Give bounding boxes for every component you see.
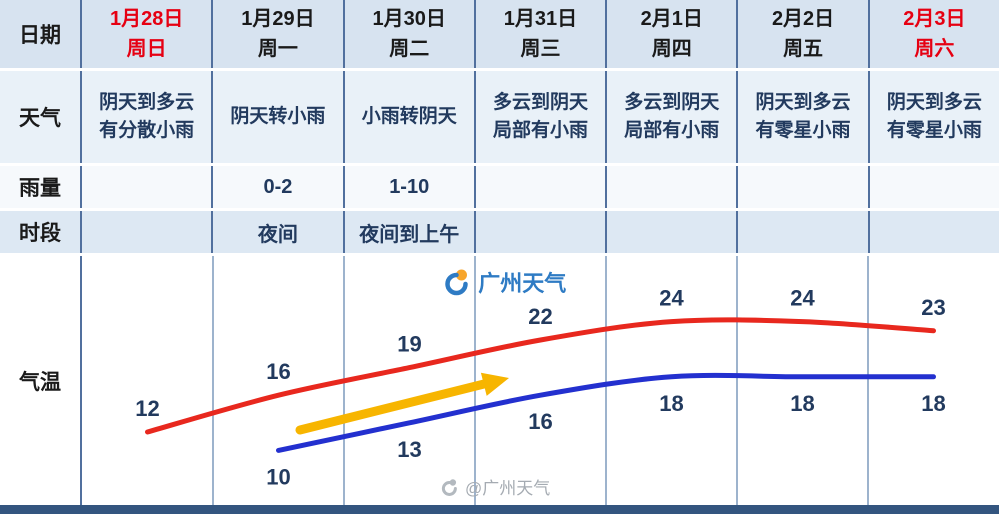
weather-cell: 多云到阴天局部有小雨	[473, 71, 605, 163]
temperature-chart: 12 16 19 22 24 24 23 10 13 16 18 18 18	[135, 256, 946, 505]
date-cell: 2月1日周四	[605, 0, 736, 68]
weather-line-1: 阴天到多云	[886, 92, 982, 114]
svg-text:19: 19	[397, 332, 421, 357]
date-cell: 1月28日周日	[80, 0, 211, 68]
svg-text:18: 18	[921, 391, 945, 416]
svg-text:12: 12	[135, 396, 159, 421]
weekday-text: 周六	[914, 38, 955, 60]
weather-line-2: 局部有小雨	[492, 120, 588, 141]
svg-text:22: 22	[528, 304, 552, 329]
weekday-text: 周四	[651, 38, 692, 60]
row-label-text: 时段	[19, 222, 61, 245]
period-cell	[80, 211, 211, 253]
rain-row: 雨量 0-2 1-10	[0, 166, 999, 208]
weekday-text: 周日	[126, 38, 167, 60]
rain-value: 0-2	[263, 175, 293, 198]
svg-text:18: 18	[659, 391, 683, 416]
weather-cell: 阴天到多云有零星小雨	[736, 71, 867, 163]
row-label-text: 气温	[19, 370, 61, 394]
date-text: 1月30日	[372, 8, 446, 30]
weather-cell: 阴天到多云有分散小雨	[80, 71, 211, 163]
rain-cell	[736, 166, 867, 208]
svg-text:10: 10	[266, 464, 290, 489]
date-text: 1月31日	[503, 8, 578, 30]
period-row: 时段 夜间 夜间到上午	[0, 211, 999, 253]
date-cell: 2月3日周六	[867, 0, 999, 68]
period-cell	[736, 211, 867, 253]
weekday-text: 周五	[783, 38, 824, 60]
weather-line-2: 局部有小雨	[624, 120, 720, 141]
weather-row: 天气 阴天到多云有分散小雨 阴天转小雨 小雨转阴天 多云到阴天局部有小雨 多云到…	[0, 71, 999, 163]
rain-value: 1-10	[389, 175, 430, 198]
weather-cell: 小雨转阴天	[342, 71, 474, 163]
period-cell: 夜间	[211, 211, 342, 253]
date-text: 2月1日	[640, 8, 703, 30]
svg-text:18: 18	[790, 391, 814, 416]
date-text: 1月28日	[109, 8, 184, 30]
watermark: @广州天气	[439, 474, 550, 499]
date-text: 2月3日	[903, 8, 966, 30]
svg-text:24: 24	[659, 286, 684, 311]
bottom-border-bar	[0, 505, 999, 514]
weather-line-1: 阴天转小雨	[230, 106, 326, 128]
weekday-text: 周三	[520, 38, 561, 60]
period-cell	[867, 211, 999, 253]
weather-line-2: 有零星小雨	[755, 120, 851, 141]
weather-line-1: 阴天到多云	[755, 92, 851, 114]
date-text: 2月2日	[771, 8, 835, 30]
row-label-text: 雨量	[19, 177, 61, 200]
period-cell	[605, 211, 736, 253]
row-label-rain: 雨量	[0, 166, 80, 208]
weekday-text: 周二	[389, 38, 430, 60]
weather-line-1: 多云到阴天	[492, 92, 588, 114]
watermark-text: @广州天气	[465, 479, 551, 498]
rain-cell: 0-2	[211, 166, 342, 208]
date-text: 1月29日	[241, 8, 315, 30]
rain-cell	[867, 166, 999, 208]
weather-logo: 广州天气	[441, 266, 566, 298]
weather-cell: 阴天到多云有零星小雨	[867, 71, 999, 163]
svg-text:13: 13	[397, 437, 421, 462]
rain-cell: 1-10	[342, 166, 474, 208]
period-cell: 夜间到上午	[342, 211, 474, 253]
date-cell: 1月31日周三	[473, 0, 605, 68]
temperature-row: 气温 12 16 19 22 24 24 23 10 13 16 18 18 18 广州天气 @广州天气	[0, 256, 999, 505]
date-row: 日期 1月28日周日 1月29日周一 1月30日周二 1月31日周三 2月1日周…	[0, 0, 999, 68]
date-cell: 1月29日周一	[211, 0, 342, 68]
svg-text:16: 16	[528, 409, 552, 434]
rain-cell	[605, 166, 736, 208]
weather-cell: 多云到阴天局部有小雨	[605, 71, 736, 163]
row-label-date: 日期	[0, 0, 80, 68]
watermark-icon	[441, 478, 457, 496]
weather-line-1: 小雨转阴天	[361, 106, 457, 128]
weather-line-2: 有零星小雨	[886, 120, 982, 141]
rain-cell	[473, 166, 605, 208]
weather-line-1: 多云到阴天	[624, 92, 720, 114]
row-label-temp: 气温	[0, 256, 80, 505]
temperature-chart-area: 12 16 19 22 24 24 23 10 13 16 18 18 18 广州天气 @广州天气	[80, 256, 999, 505]
svg-text:24: 24	[790, 286, 815, 311]
date-cell: 1月30日周二	[342, 0, 474, 68]
weather-line-1: 阴天到多云	[99, 92, 195, 114]
row-label-text: 日期	[19, 24, 61, 47]
period-value: 夜间到上午	[359, 223, 460, 246]
sun-cloud-logo-icon	[445, 269, 468, 296]
weather-cell: 阴天转小雨	[211, 71, 342, 163]
row-label-text: 天气	[19, 107, 61, 130]
weather-logo-text: 广州天气	[478, 271, 567, 296]
svg-text:23: 23	[921, 295, 945, 320]
period-value: 夜间	[257, 223, 298, 246]
date-cell: 2月2日周五	[736, 0, 867, 68]
row-label-weather: 天气	[0, 71, 80, 163]
rain-cell	[80, 166, 211, 208]
svg-text:16: 16	[266, 359, 290, 384]
weather-line-2: 有分散小雨	[99, 120, 195, 141]
period-cell	[473, 211, 605, 253]
weekday-text: 周一	[257, 38, 298, 60]
row-label-period: 时段	[0, 211, 80, 253]
